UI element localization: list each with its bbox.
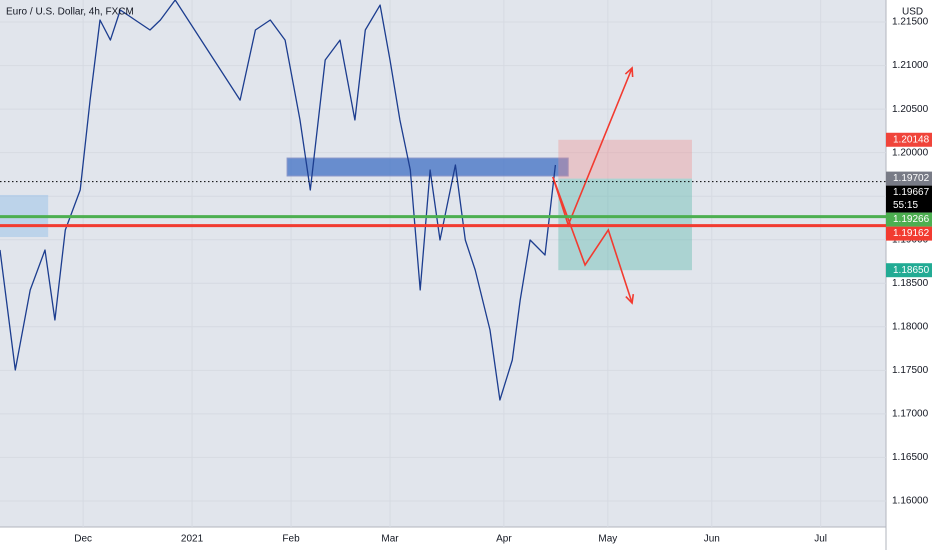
- y-tick-label: 1.18000: [892, 321, 929, 332]
- price-tag-box: [886, 212, 932, 227]
- price-tag: 1.19667 55:15: [886, 185, 932, 213]
- time-axis: [0, 527, 886, 550]
- price-line: [0, 0, 557, 401]
- currency: USD: [902, 7, 923, 18]
- x-tick-label: Apr: [496, 534, 512, 545]
- y-tick-label: 1.20500: [892, 104, 929, 115]
- arrow-head: [624, 66, 634, 78]
- x-tick-label: Dec: [74, 534, 92, 545]
- y-tick-label: 1.21500: [892, 17, 929, 28]
- x-tick-label: Mar: [381, 534, 399, 545]
- price-tag-label: 1.18650: [893, 265, 930, 276]
- y-tick-label: 1.16000: [892, 496, 929, 507]
- price-tag: 1.19162: [886, 226, 932, 241]
- plot-area: [0, 0, 886, 527]
- countdown: 55:15: [893, 200, 918, 211]
- zone: [286, 157, 569, 177]
- plot-background: [0, 0, 886, 527]
- y-tick-label: 1.18500: [892, 278, 929, 289]
- x-tick-label: May: [598, 534, 617, 545]
- price-tag-label: 1.19702: [893, 173, 930, 184]
- chart-title: Euro / U.S. Dollar, 4h, FXCM: [6, 7, 134, 18]
- arrow-head: [625, 294, 635, 305]
- price-tag-box: [886, 263, 932, 278]
- x-tick-label: Jun: [704, 534, 720, 545]
- y-tick-label: 1.17500: [892, 365, 929, 376]
- price-tag: 1.18650: [886, 263, 932, 278]
- price-tag-label: 1.19667: [893, 187, 930, 198]
- price-tag: 1.19702: [886, 171, 932, 186]
- price-tag-label: 1.19162: [893, 228, 930, 239]
- y-tick-label: 1.20000: [892, 147, 929, 158]
- zone: [558, 139, 692, 179]
- y-tick-label: 1.16500: [892, 452, 929, 463]
- price-tag: 1.20148: [886, 132, 932, 147]
- price-tag-box: [886, 226, 932, 241]
- y-tick-label: 1.17000: [892, 409, 929, 420]
- y-tick-label: 1.21000: [892, 60, 929, 71]
- price-tag: 1.19266: [886, 212, 932, 227]
- arrow: [552, 176, 633, 304]
- x-tick-label: Feb: [282, 534, 300, 545]
- price-tag-box: [886, 171, 932, 186]
- price-tag-box: [886, 185, 932, 213]
- price-tag-label: 1.20148: [893, 134, 930, 145]
- x-tick-label: 2021: [181, 534, 204, 545]
- price-tag-label: 1.19266: [893, 214, 930, 225]
- x-tick-label: Jul: [814, 534, 827, 545]
- price-tag-box: [886, 132, 932, 147]
